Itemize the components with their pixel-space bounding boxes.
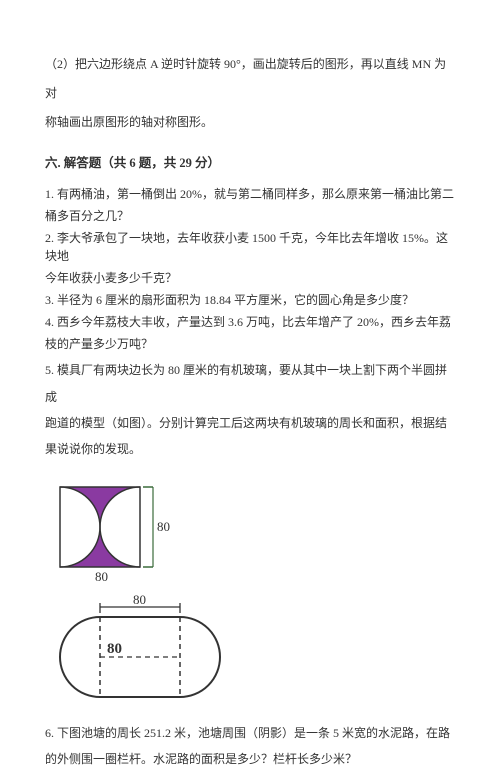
q1-line1: 1. 有两桶油，第一桶倒出 20%，就与第二桶同样多，那么原来第一桶油比第二	[45, 185, 455, 203]
figure-1-svg: 80 80	[45, 477, 185, 587]
intro-para: （2）把六边形绕点 A 逆时针旋转 90°，画出旋转后的图形，再以直线 MN 为…	[45, 50, 455, 136]
figure-2-svg: 80 80	[45, 595, 235, 710]
figure-1: 80 80	[45, 477, 455, 587]
q5-line1: 5. 模具厂有两块边长为 80 厘米的有机玻璃，要从其中一块上割下两个半圆拼成	[45, 363, 447, 403]
q6-line2: 的外侧围一圈栏杆。水泥路的面积是多少？栏杆长多少米？	[45, 752, 357, 766]
intro-line1: （2）把六边形绕点 A 逆时针旋转 90°，画出旋转后的图形，再以直线 MN 为…	[45, 57, 446, 100]
figure-2: 80 80	[45, 595, 455, 710]
question-6: 6. 下图池塘的周长 251.2 米，池塘周围（阴影）是一条 5 米宽的水泥路，…	[45, 720, 455, 772]
fig2-label-inside: 80	[107, 641, 122, 657]
q1-line2: 桶多百分之几？	[45, 207, 455, 225]
q3-line1: 3. 半径为 6 厘米的扇形面积为 18.84 平方厘米，它的圆心角是多少度？	[45, 291, 455, 309]
fig1-label-right: 80	[157, 519, 170, 534]
q5-line3: 果说说你的发现。	[45, 442, 141, 456]
q6-line1: 6. 下图池塘的周长 251.2 米，池塘周围（阴影）是一条 5 米宽的水泥路，…	[45, 726, 450, 740]
questions-1-4: 1. 有两桶油，第一桶倒出 20%，就与第二桶同样多，那么原来第一桶油比第二 桶…	[45, 185, 455, 353]
q4-line1: 4. 西乡今年荔枝大丰收，产量达到 3.6 万吨，比去年增产了 20%，西乡去年…	[45, 313, 455, 331]
q2-line2: 今年收获小麦多少千克？	[45, 269, 455, 287]
section-6-title: 六. 解答题（共 6 题，共 29 分）	[45, 154, 455, 173]
q5-line2: 跑道的模型（如图）。分别计算完工后这两块有机玻璃的周长和面积，根据结	[45, 416, 447, 430]
question-5: 5. 模具厂有两块边长为 80 厘米的有机玻璃，要从其中一块上割下两个半圆拼成 …	[45, 357, 455, 463]
fig2-label-top: 80	[133, 595, 146, 607]
q4-line2: 枝的产量多少万吨？	[45, 335, 455, 353]
intro-line2: 称轴画出原图形的轴对称图形。	[45, 115, 213, 129]
fig1-label-bottom: 80	[95, 569, 108, 584]
q2-line1: 2. 李大爷承包了一块地，去年收获小麦 1500 千克，今年比去年增收 15%。…	[45, 229, 455, 265]
